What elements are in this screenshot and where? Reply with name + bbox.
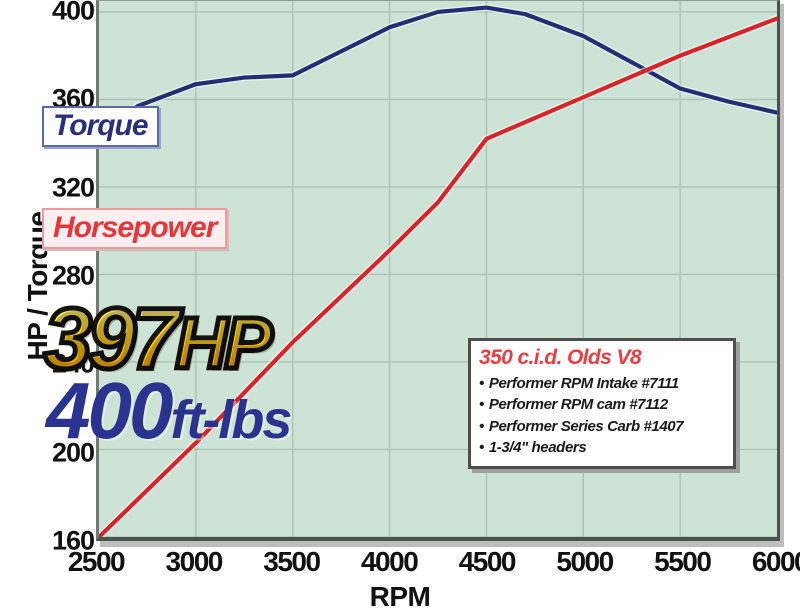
spec-box-list: • Performer RPM Intake #7111 • Performer RP… <box>479 373 725 458</box>
series-lines <box>99 4 777 537</box>
bullet-icon: • <box>479 438 484 456</box>
y-tick-label: 280 <box>51 260 95 291</box>
spec-box-item: • Performer RPM Intake #7111 <box>479 373 725 394</box>
spec-box-item-label: 1-3/4" headers <box>488 438 587 456</box>
spec-box-item: • Performer RPM cam #7112 <box>479 394 725 415</box>
spec-box-title: 350 c.i.d. Olds V8 <box>479 346 642 369</box>
spec-box-item-label: Performer RPM cam #7112 <box>488 396 668 414</box>
bullet-icon: • <box>479 417 484 435</box>
x-tick-label: 5000 <box>556 546 614 577</box>
x-tick-label: 2500 <box>67 546 126 577</box>
x-axis-label: RPM <box>369 581 431 612</box>
x-tick-label: 3500 <box>263 546 321 577</box>
y-tick-label: 400 <box>51 0 95 26</box>
y-tick-label: 320 <box>51 172 95 203</box>
plot-area <box>96 0 780 541</box>
y-tick-label: 200 <box>51 437 95 468</box>
spec-box-item-label: Performer Series Carb #1407 <box>488 417 684 435</box>
bullet-icon: • <box>479 396 484 414</box>
x-tick-label: 4000 <box>360 546 419 577</box>
bullet-icon: • <box>479 375 484 392</box>
x-tick-label: 6000 <box>751 546 800 577</box>
spec-box-item: • Performer Series Carb #1407 <box>479 416 725 437</box>
y-tick-label: 160 <box>51 525 95 556</box>
legend-callout-horsepower: Horsepower <box>42 208 228 249</box>
series-line-horsepower <box>99 16 777 537</box>
spec-box-item-label: Performer RPM Intake #7111 <box>488 375 679 392</box>
series-line-torque <box>99 5 777 139</box>
spec-box-item: • 1-3/4" headers <box>479 437 725 458</box>
x-tick-label: 4500 <box>458 546 517 577</box>
y-tick-label: 240 <box>51 348 95 379</box>
spec-box: 350 c.i.d. Olds V8 • Performer RPM Intake… <box>468 338 736 470</box>
legend-callout-torque: Torque <box>42 106 159 147</box>
x-tick-label: 3000 <box>165 546 224 577</box>
x-tick-label: 5500 <box>654 546 712 577</box>
